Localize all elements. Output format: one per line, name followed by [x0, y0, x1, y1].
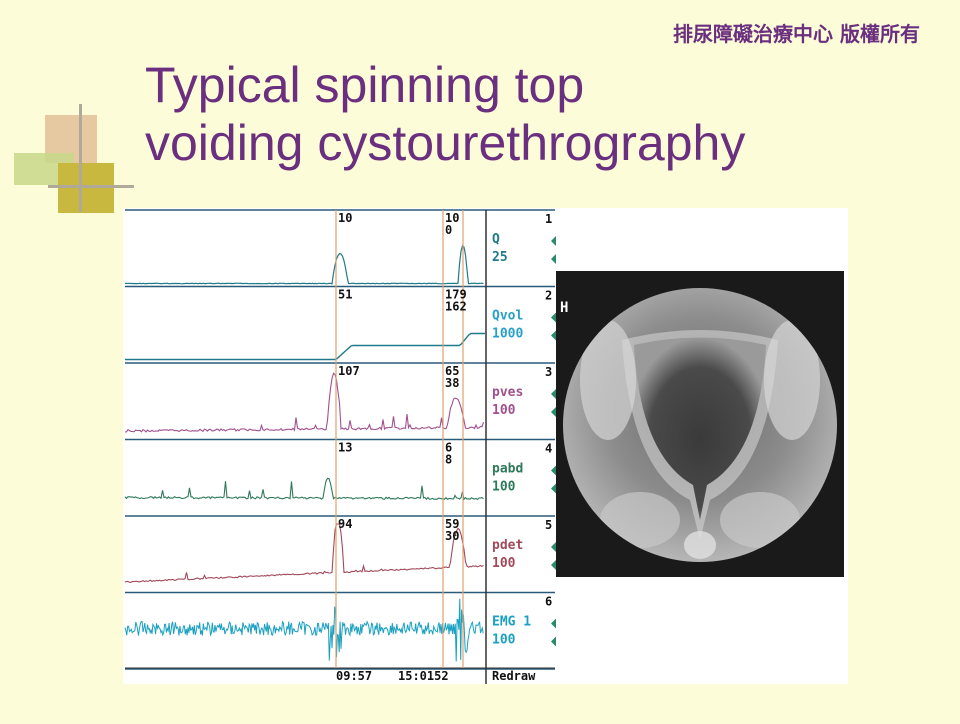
marker-value: 30	[445, 529, 459, 543]
channel-index: 3	[545, 365, 552, 379]
channel-name: Q	[492, 232, 500, 247]
title-line-1: Typical spinning top	[145, 57, 585, 113]
marker-value: 51	[338, 288, 352, 302]
emg-trace	[124, 598, 484, 662]
marker-value: 10	[338, 211, 352, 225]
channel-scale: 100	[492, 480, 516, 495]
channel-name: pabd	[492, 462, 523, 477]
channel-name: EMG 1	[492, 615, 531, 630]
channel-arrow-icon	[551, 254, 556, 264]
channel-arrow-icon	[551, 236, 556, 246]
pabd-trace	[124, 477, 484, 501]
marker-value: 162	[445, 300, 467, 314]
redraw-button[interactable]: Redraw	[492, 669, 536, 683]
marker-value: 6	[445, 441, 452, 455]
title-line-2: voiding cystourethrography	[145, 115, 746, 171]
channel-labels: Q 25 1 Qvol 1000 2 pves 100 3 pabd 100 4 pdet 100 5 EMG…	[492, 212, 556, 648]
channel-arrow-icon	[551, 465, 556, 476]
slide-title: Typical spinning top voiding cystourethr…	[145, 56, 945, 172]
marker-value: 8	[445, 453, 452, 467]
channel-arrow-icon	[551, 389, 556, 399]
channel-arrow-icon	[551, 483, 556, 494]
channel-index: 2	[545, 289, 552, 303]
channel-name: pves	[492, 385, 523, 400]
channel-name: Qvol	[492, 309, 523, 324]
channel-grid	[125, 209, 555, 684]
channel-index: 5	[545, 518, 552, 532]
marker-value: 94	[338, 517, 352, 531]
channel-index: 4	[545, 442, 552, 456]
volume-trace	[125, 332, 485, 361]
pves-trace	[124, 372, 485, 433]
footer-time-end: 15:0152	[398, 669, 449, 683]
pdet-trace	[124, 523, 484, 583]
channel-name: pdet	[492, 538, 523, 553]
xray-marker-label: H	[560, 300, 568, 316]
marker-value: 107	[338, 364, 360, 378]
channel-scale: 100	[492, 403, 516, 418]
marker-value: 0	[445, 223, 452, 237]
channel-arrow-icon	[551, 542, 556, 552]
channel-arrow-icon	[551, 407, 556, 417]
channel-arrow-icon	[551, 312, 556, 323]
copyright-text: 排尿障礙治療中心 版權所有	[673, 22, 920, 46]
marker-value: 65	[445, 364, 459, 378]
channel-scale: 100	[492, 633, 516, 648]
marker-value: 59	[445, 517, 459, 531]
channel-arrow-icon	[551, 618, 556, 629]
channel-arrow-icon	[551, 636, 556, 647]
xray-image: H	[556, 271, 844, 577]
trace-group	[124, 244, 485, 662]
channel-scale: 25	[492, 250, 508, 265]
marker-value: 13	[338, 441, 352, 455]
marker-value: 38	[445, 376, 459, 390]
channel-arrow-icon	[551, 330, 556, 341]
flow-trace	[124, 244, 484, 285]
footer-time-start: 09:57	[336, 669, 372, 683]
channel-index: 1	[545, 212, 552, 226]
marker-value: 179	[445, 288, 467, 302]
channel-index: 6	[545, 595, 552, 609]
marker-value: 10	[445, 211, 459, 225]
channel-scale: 1000	[492, 327, 523, 342]
channel-arrow-icon	[551, 560, 556, 570]
channel-scale: 100	[492, 556, 516, 571]
